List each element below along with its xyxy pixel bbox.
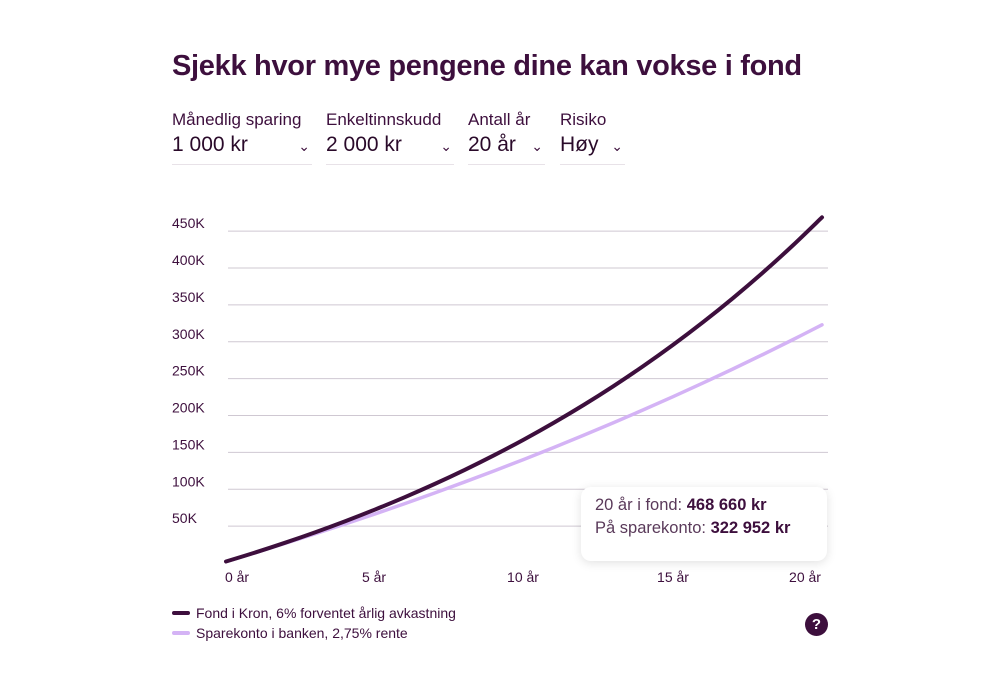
- chart-tooltip: 20 år i fond: 468 660 kr På sparekonto: …: [581, 487, 827, 561]
- tooltip-fund-label: 20 år i fond:: [595, 496, 683, 514]
- years-select[interactable]: Antall år 20 år ⌄: [468, 108, 545, 165]
- y-tick-label: 150K: [172, 436, 205, 452]
- legend-item-bank: Sparekonto i banken, 2,75% rente: [172, 625, 408, 641]
- tooltip-fund-value: 468 660 kr: [686, 496, 767, 514]
- tooltip-bank-label: På sparekonto:: [595, 519, 706, 537]
- x-tick-label: 0 år: [225, 569, 249, 585]
- tooltip-bank-value: 322 952 kr: [710, 519, 791, 537]
- legend-item-fund: Fond i Kron, 6% forventet årlig avkastni…: [172, 605, 456, 621]
- legend-swatch-bank: [172, 631, 190, 635]
- chevron-down-icon: ⌄: [440, 138, 452, 154]
- chevron-down-icon: ⌄: [611, 138, 623, 154]
- y-tick-label: 450K: [172, 215, 205, 231]
- lump-sum-value: 2 000 kr: [326, 133, 402, 156]
- lump-sum-select[interactable]: Enkeltinnskudd 2 000 kr ⌄: [326, 108, 454, 165]
- y-tick-label: 100K: [172, 473, 205, 489]
- legend-label-bank: Sparekonto i banken, 2,75% rente: [196, 625, 408, 641]
- risk-select[interactable]: Risiko Høy ⌄: [560, 108, 625, 165]
- monthly-savings-value: 1 000 kr: [172, 133, 248, 156]
- page-title: Sjekk hvor mye pengene dine kan vokse i …: [172, 50, 802, 82]
- y-tick-label: 400K: [172, 252, 205, 268]
- x-tick-label: 10 år: [507, 569, 539, 585]
- x-tick-label: 20 år: [789, 569, 821, 585]
- chevron-down-icon: ⌄: [531, 138, 543, 154]
- y-tick-label: 300K: [172, 326, 205, 342]
- legend-swatch-fund: [172, 611, 190, 615]
- y-tick-label: 250K: [172, 363, 205, 379]
- years-label: Antall år: [468, 110, 531, 129]
- series-line-fund: [224, 215, 824, 564]
- y-tick-label: 200K: [172, 400, 205, 416]
- legend-label-fund: Fond i Kron, 6% forventet årlig avkastni…: [196, 605, 456, 621]
- monthly-savings-label: Månedlig sparing: [172, 110, 302, 129]
- monthly-savings-select[interactable]: Månedlig sparing 1 000 kr ⌄: [172, 108, 312, 165]
- help-button[interactable]: ?: [805, 613, 828, 636]
- risk-value: Høy: [560, 133, 599, 156]
- x-tick-label: 15 år: [657, 569, 689, 585]
- lump-sum-label: Enkeltinnskudd: [326, 110, 442, 129]
- y-tick-label: 350K: [172, 289, 205, 305]
- x-tick-label: 5 år: [362, 569, 386, 585]
- risk-label: Risiko: [560, 110, 607, 129]
- chevron-down-icon: ⌄: [298, 138, 310, 154]
- years-value: 20 år: [468, 133, 516, 156]
- y-tick-label: 50K: [172, 510, 198, 526]
